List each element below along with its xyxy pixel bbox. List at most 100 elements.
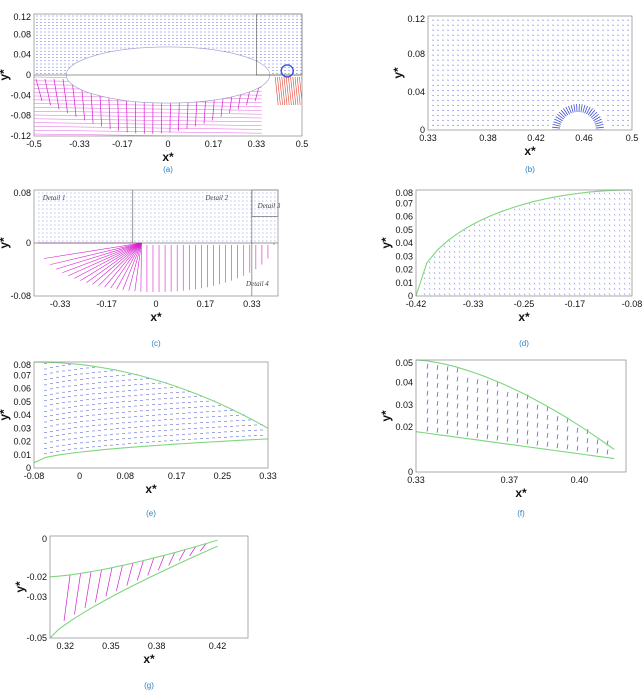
vector [448, 250, 451, 253]
vector [558, 287, 561, 290]
vector [456, 119, 460, 121]
vector [523, 287, 526, 290]
vector [513, 256, 516, 259]
x-tick-label: 0.5 [296, 139, 309, 149]
vector [436, 104, 440, 106]
vector [543, 282, 546, 285]
vector [573, 224, 576, 227]
y-tick-label: -0.12 [10, 131, 31, 141]
vector [483, 272, 486, 275]
vector [518, 272, 521, 275]
vector [433, 261, 436, 264]
vector [626, 104, 630, 106]
vector [573, 272, 576, 275]
vector [446, 375, 449, 381]
vector [568, 266, 571, 269]
vector [588, 272, 591, 275]
vector [451, 94, 455, 96]
vector [541, 104, 545, 106]
y-tick-label: 0.04 [407, 87, 425, 97]
vector [553, 245, 556, 248]
vector [593, 266, 596, 269]
vector [426, 390, 429, 396]
vector [511, 89, 515, 91]
vector [589, 109, 596, 117]
vector [483, 282, 486, 285]
vector [603, 219, 606, 222]
vector [528, 282, 531, 285]
vector [473, 245, 476, 248]
vector [588, 224, 591, 227]
vector [511, 119, 515, 121]
vector [288, 76, 292, 106]
vector [481, 104, 485, 106]
vector [531, 109, 535, 111]
vector [456, 421, 459, 427]
vector [546, 423, 549, 430]
y-tick-label: 0.01 [395, 278, 413, 288]
vector [521, 114, 525, 116]
x-axis-label: x* [145, 482, 157, 496]
vector [573, 219, 576, 222]
y-axis-label: y* [0, 69, 11, 81]
vector [563, 266, 566, 269]
vector [478, 250, 481, 253]
vector [556, 94, 560, 96]
x-tick-label: 0.17 [168, 471, 186, 481]
vector [628, 240, 631, 243]
vector [448, 277, 451, 280]
vector [468, 293, 471, 296]
y-tick-label: 0.03 [395, 251, 413, 261]
vector [466, 404, 469, 410]
vector [501, 94, 505, 96]
vector [608, 229, 611, 232]
vector [516, 104, 520, 106]
vector [596, 89, 600, 91]
vector [44, 78, 51, 106]
vector [523, 266, 526, 269]
vector [618, 219, 621, 222]
vector [426, 372, 429, 378]
vector [441, 114, 445, 116]
vector [533, 261, 536, 264]
vector [563, 272, 566, 275]
vector [548, 266, 551, 269]
vector [466, 431, 469, 437]
vector [483, 240, 486, 243]
vector [481, 94, 485, 96]
vector [578, 293, 581, 296]
vector [481, 114, 485, 116]
vector [623, 261, 626, 264]
vector [546, 104, 550, 106]
vector [436, 124, 440, 126]
vector [538, 287, 541, 290]
vector [461, 109, 465, 111]
vector [446, 402, 449, 408]
vector [488, 224, 491, 227]
vector [595, 124, 604, 127]
vector [428, 282, 431, 285]
vector [486, 380, 489, 386]
vector [463, 256, 466, 259]
vector [628, 224, 631, 227]
vector [433, 266, 436, 269]
vector [136, 560, 144, 581]
vector [448, 282, 451, 285]
vector [62, 242, 142, 274]
vector [466, 386, 469, 392]
vector [583, 197, 586, 200]
vector [473, 266, 476, 269]
vector [506, 391, 509, 398]
vector [528, 266, 531, 269]
vector [34, 111, 262, 115]
vector [618, 272, 621, 275]
x-tick-label: 0.17 [205, 139, 223, 149]
vector [471, 114, 475, 116]
vector [541, 109, 545, 111]
vector [578, 282, 581, 285]
panel-a-frame [33, 13, 303, 137]
vector [548, 256, 551, 259]
vector [598, 197, 601, 200]
vector [573, 293, 576, 296]
vector [451, 104, 455, 106]
